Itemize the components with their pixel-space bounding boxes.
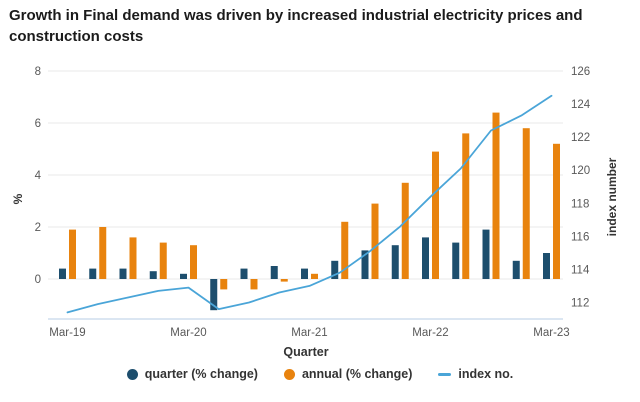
gridlines bbox=[48, 70, 563, 320]
bar-annual-Jun-21[interactable] bbox=[341, 221, 349, 279]
bar-annual-Jun-20[interactable] bbox=[220, 279, 228, 290]
bar-annual-Mar-21[interactable] bbox=[311, 273, 318, 279]
bar-quarter-Dec-19[interactable] bbox=[149, 271, 157, 279]
bar-annual-Sep-20[interactable] bbox=[250, 279, 258, 290]
bar-annual-Dec-20[interactable] bbox=[280, 279, 288, 282]
bar-quarter-Dec-21[interactable] bbox=[391, 245, 399, 279]
index-line[interactable] bbox=[66, 94, 553, 314]
legend-label-index: index no. bbox=[458, 367, 514, 381]
x-axis-title: Quarter bbox=[283, 345, 328, 359]
bar-annual-Jun-19[interactable] bbox=[99, 227, 107, 279]
bar-annual-Mar-19[interactable] bbox=[69, 229, 76, 279]
legend-label-quarter: quarter (% change) bbox=[144, 367, 258, 381]
bar-quarter-Sep-21[interactable] bbox=[361, 250, 369, 279]
legend-label-annual: annual (% change) bbox=[301, 367, 413, 381]
y-right-tick-114: 114 bbox=[571, 264, 590, 276]
bar-quarter-Mar-20[interactable] bbox=[180, 273, 187, 279]
index-line-dash-icon bbox=[438, 372, 452, 376]
bar-quarter-Sep-22[interactable] bbox=[482, 229, 490, 279]
bar-quarter-Jun-22[interactable] bbox=[452, 242, 460, 279]
bar-quarter-Sep-20[interactable] bbox=[240, 268, 248, 279]
legend-item-annual[interactable]: annual (% change) bbox=[283, 367, 413, 381]
quarter-bars-series[interactable] bbox=[59, 229, 550, 311]
bar-annual-Dec-22[interactable] bbox=[522, 128, 530, 279]
y-right-tick-112: 112 bbox=[571, 297, 589, 309]
index-line-series[interactable] bbox=[66, 94, 553, 314]
chart-title: Growth in Final demand was driven by inc… bbox=[9, 7, 583, 46]
bar-quarter-Sep-19[interactable] bbox=[119, 268, 127, 279]
y-left-tick-8: 8 bbox=[35, 66, 41, 78]
bar-quarter-Mar-23[interactable] bbox=[543, 253, 550, 279]
bar-annual-Dec-21[interactable] bbox=[401, 182, 409, 279]
bar-quarter-Jun-19[interactable] bbox=[89, 268, 97, 279]
y-right-tick-126: 126 bbox=[571, 66, 590, 78]
x-tick-Mar-22: Mar-22 bbox=[412, 327, 448, 339]
y-right-tick-116: 116 bbox=[571, 231, 589, 243]
annual-bars-series[interactable] bbox=[69, 112, 560, 290]
x-tick-Mar-19: Mar-19 bbox=[49, 327, 85, 339]
annual-series-dot-icon bbox=[283, 368, 295, 380]
quarter-series-dot-icon bbox=[126, 368, 138, 380]
bar-quarter-Jun-21[interactable] bbox=[331, 260, 339, 279]
bar-annual-Jun-22[interactable] bbox=[462, 133, 470, 279]
bar-annual-Dec-19[interactable] bbox=[159, 242, 167, 279]
bar-annual-Sep-19[interactable] bbox=[129, 237, 137, 279]
x-axis-tick-labels: Mar-19 Mar-20 Mar-21 Mar-22 Mar-23 bbox=[49, 327, 569, 339]
bar-quarter-Mar-22[interactable] bbox=[422, 237, 429, 279]
x-tick-Mar-20: Mar-20 bbox=[170, 327, 206, 339]
legend-item-index[interactable]: index no. bbox=[438, 367, 513, 381]
x-tick-Mar-21: Mar-21 bbox=[291, 327, 327, 339]
y-left-tick-0: 0 bbox=[35, 274, 41, 286]
bar-annual-Sep-21[interactable] bbox=[371, 203, 379, 279]
bar-annual-Mar-20[interactable] bbox=[190, 245, 197, 279]
bar-quarter-Jun-20[interactable] bbox=[210, 279, 218, 311]
y-right-tick-124: 124 bbox=[571, 99, 591, 111]
y-right-tick-120: 120 bbox=[571, 165, 590, 177]
chart-legend: quarter (% change) annual (% change) ind… bbox=[0, 367, 640, 381]
y-left-tick-2: 2 bbox=[35, 222, 41, 234]
bar-annual-Mar-23[interactable] bbox=[553, 143, 560, 279]
y-right-tick-118: 118 bbox=[571, 198, 589, 210]
y-right-tick-122: 122 bbox=[571, 132, 590, 144]
bar-quarter-Mar-21[interactable] bbox=[301, 268, 308, 279]
axis-titles: % index number Quarter bbox=[11, 157, 619, 359]
bar-annual-Mar-22[interactable] bbox=[432, 151, 439, 279]
y-axis-right-tick-labels: 126 124 122 120 118 116 114 112 bbox=[571, 66, 591, 309]
legend-item-quarter[interactable]: quarter (% change) bbox=[126, 367, 258, 381]
y-left-tick-6: 6 bbox=[35, 118, 41, 130]
y-axis-right-title: index number bbox=[605, 157, 619, 236]
y-axis-left-tick-labels: 8 6 4 2 0 bbox=[35, 66, 42, 286]
bar-annual-Sep-22[interactable] bbox=[492, 112, 500, 279]
bar-quarter-Dec-20[interactable] bbox=[270, 266, 278, 279]
x-tick-Mar-23: Mar-23 bbox=[533, 327, 569, 339]
y-axis-left-title: % bbox=[11, 193, 25, 204]
bar-quarter-Dec-22[interactable] bbox=[512, 260, 520, 279]
bar-quarter-Mar-19[interactable] bbox=[59, 268, 66, 279]
y-left-tick-4: 4 bbox=[35, 170, 42, 182]
